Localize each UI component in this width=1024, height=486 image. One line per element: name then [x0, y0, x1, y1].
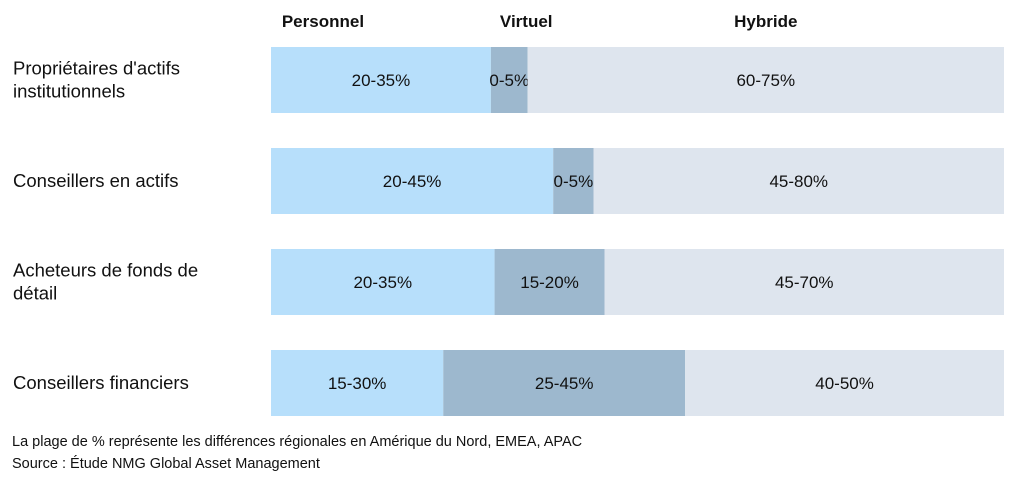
data-label-4-2: 25-45%: [535, 374, 594, 393]
data-label-4-1: 15-30%: [328, 374, 387, 393]
data-label-1-3: 60-75%: [736, 71, 795, 90]
bar-segment-1-2: [490, 47, 528, 113]
data-label-3-2: 15-20%: [520, 273, 579, 292]
bar-segment-2-3: [593, 148, 1004, 214]
category-label-1-line-1: Propriétaires d'actifs: [13, 58, 180, 79]
data-label-2-3: 45-80%: [769, 172, 828, 191]
stacked-bar-chart: Personnel Virtuel Hybride Propriétaires d'…: [13, 12, 1004, 416]
series-header-personnel: Personnel: [282, 12, 364, 31]
data-label-2-2: 0-5%: [554, 172, 594, 191]
bar-segment-4-1: [271, 350, 444, 416]
footnote-source: Source : Étude NMG Global Asset Manageme…: [12, 456, 320, 472]
series-header-hybride: Hybride: [734, 12, 797, 31]
bar-segment-3-3: [604, 249, 1004, 315]
category-label-2: Conseillers en actifs: [13, 170, 179, 191]
bar-segment-1-3: [527, 47, 1004, 113]
data-label-3-3: 45-70%: [775, 273, 834, 292]
data-label-2-1: 20-45%: [383, 172, 442, 191]
footnote-range: La plage de % représente les différences…: [12, 434, 583, 450]
bar-segment-2-1: [271, 148, 554, 214]
data-label-1-1: 20-35%: [352, 71, 411, 90]
category-label-3-line-2: détail: [13, 283, 57, 304]
bar-segment-2-2: [553, 148, 594, 214]
bar-segment-3-1: [271, 249, 495, 315]
data-label-1-2: 0-5%: [489, 71, 529, 90]
category-label-4: Conseillers financiers: [13, 372, 189, 393]
data-label-3-1: 20-35%: [353, 273, 412, 292]
bar-segment-4-3: [685, 350, 1004, 416]
category-label-3-line-1: Acheteurs de fonds de: [13, 260, 198, 281]
series-headers: Personnel Virtuel Hybride: [282, 12, 798, 31]
category-label-1-line-2: institutionnels: [13, 81, 125, 102]
bar-segment-3-2: [494, 249, 605, 315]
bar-segment-1-1: [271, 47, 491, 113]
bar-segment-4-2: [443, 350, 686, 416]
bars: 20-35% 0-5% 60-75% 20-45% 0-5% 45-80% 20-35% 15…: [271, 47, 1004, 416]
data-label-4-3: 40-50%: [815, 374, 874, 393]
series-header-virtuel: Virtuel: [500, 12, 553, 31]
